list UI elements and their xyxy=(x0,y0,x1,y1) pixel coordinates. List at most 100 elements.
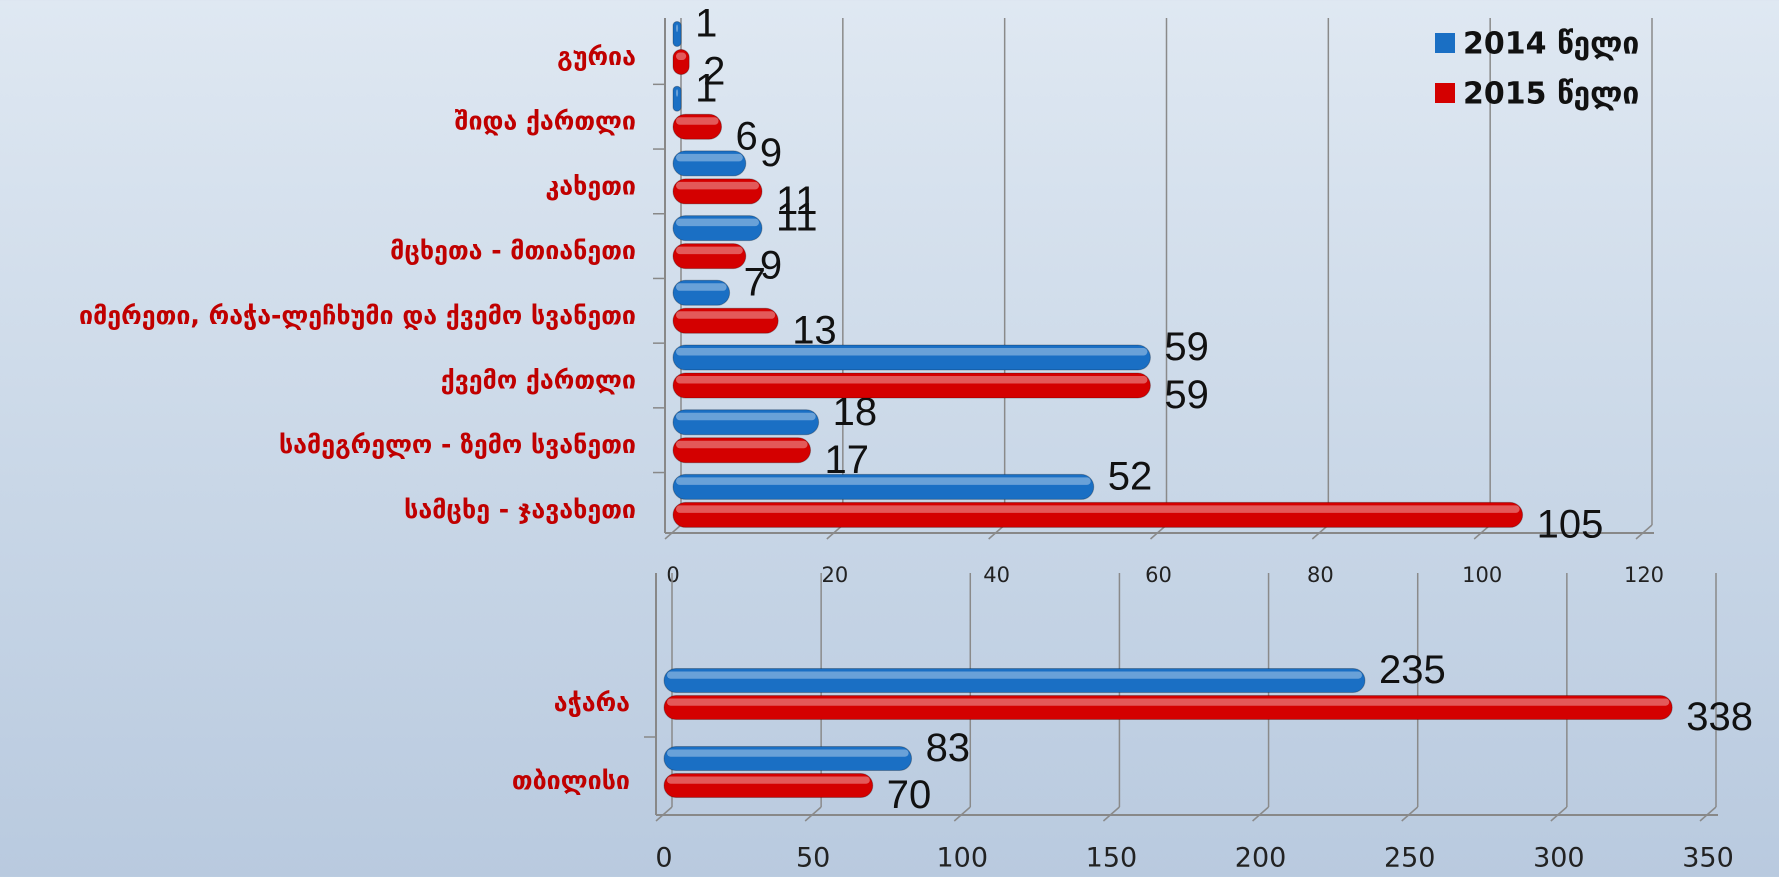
bar xyxy=(672,344,1151,371)
bar-highlight xyxy=(676,440,808,449)
value-label: 2 xyxy=(703,50,725,94)
bar xyxy=(672,21,682,47)
bar-highlight xyxy=(676,348,1148,356)
bar xyxy=(672,243,747,270)
value-label: 338 xyxy=(1686,695,1753,739)
x-tick-label: 350 xyxy=(1682,843,1734,874)
bar-highlight xyxy=(676,376,1148,384)
category-label: იმერეთი, რაჭა-ლეჩხუმი და ქვემო სვანეთი xyxy=(79,301,636,330)
bar-highlight xyxy=(676,181,760,190)
category-label: ქვემო ქართლი xyxy=(441,366,636,395)
value-label: 6 xyxy=(736,114,758,158)
bar xyxy=(672,215,763,242)
bar-highlight xyxy=(676,246,743,255)
x-tick-label: 250 xyxy=(1384,843,1436,874)
bar-highlight xyxy=(676,52,687,60)
bar xyxy=(672,501,1524,528)
tick-mark xyxy=(804,806,822,822)
value-label: 70 xyxy=(887,773,932,817)
x-tick-label: 150 xyxy=(1086,843,1138,874)
bar-highlight xyxy=(676,153,743,162)
value-label: 59 xyxy=(1164,325,1209,369)
bar xyxy=(663,746,913,771)
bar xyxy=(672,113,723,140)
value-label: 1 xyxy=(695,2,717,46)
x-tick-label: 0 xyxy=(666,563,679,587)
value-label: 13 xyxy=(792,308,837,352)
bar xyxy=(672,409,820,436)
x-tick-label: 200 xyxy=(1235,843,1287,874)
legend-swatch xyxy=(1435,83,1455,103)
tick-mark xyxy=(664,524,682,540)
category-label: სამეგრელო - ზემო სვანეთი xyxy=(279,430,636,459)
value-label: 235 xyxy=(1379,648,1446,692)
tick-mark xyxy=(1102,806,1120,822)
legend-label: 2014 წელი xyxy=(1463,27,1639,62)
bar-highlight xyxy=(676,311,776,319)
bar xyxy=(672,150,747,177)
x-tick-label: 60 xyxy=(1145,563,1172,587)
category-label: აჭარა xyxy=(554,688,630,717)
bar-highlight xyxy=(676,477,1091,485)
value-label: 17 xyxy=(825,438,870,482)
legend-swatch xyxy=(1435,33,1455,53)
value-label: 83 xyxy=(926,726,971,770)
value-label: 11 xyxy=(776,179,818,223)
tick-mark xyxy=(655,806,673,822)
x-tick-label: 120 xyxy=(1624,563,1664,587)
category-label: შიდა ქართლი xyxy=(455,107,636,136)
value-label: 9 xyxy=(760,244,782,288)
bar-highlight xyxy=(667,749,909,757)
value-label: 1 xyxy=(695,66,717,110)
bar xyxy=(672,372,1151,399)
value-label: 7 xyxy=(744,260,766,304)
bar xyxy=(672,279,731,306)
tick-mark xyxy=(1699,806,1717,822)
bar-highlight xyxy=(676,117,719,125)
bar xyxy=(672,49,690,75)
bar xyxy=(663,773,874,798)
bar-highlight xyxy=(667,776,870,784)
category-label: სამცხე - ჯავახეთი xyxy=(404,495,636,524)
tick-mark xyxy=(1401,806,1419,822)
category-label: მცხეთა - მთიანეთი xyxy=(390,236,636,265)
tick-mark xyxy=(1252,806,1270,822)
x-tick-label: 80 xyxy=(1307,563,1334,587)
bar-highlight xyxy=(676,24,679,32)
category-label: გურია xyxy=(557,42,636,71)
x-tick-label: 300 xyxy=(1533,843,1585,874)
tick-mark xyxy=(1635,524,1653,540)
x-tick-label: 50 xyxy=(796,843,830,874)
bar-highlight xyxy=(676,283,727,291)
bar xyxy=(672,307,779,334)
bar xyxy=(672,85,682,112)
value-label: 52 xyxy=(1108,454,1153,498)
bar-highlight xyxy=(676,89,679,97)
value-label: 11 xyxy=(776,196,818,240)
bar xyxy=(672,178,763,205)
x-tick-label: 100 xyxy=(937,843,989,874)
x-tick-label: 0 xyxy=(655,843,672,874)
bar xyxy=(663,668,1366,693)
bar xyxy=(672,473,1095,500)
x-tick-label: 40 xyxy=(983,563,1010,587)
bar-highlight xyxy=(676,505,1520,513)
tick-mark xyxy=(1550,806,1568,822)
category-label: თბილისი xyxy=(512,766,630,795)
category-label: კახეთი xyxy=(545,171,636,200)
tick-mark xyxy=(953,806,971,822)
x-tick-label: 100 xyxy=(1462,563,1502,587)
value-label: 9 xyxy=(760,131,782,175)
bar xyxy=(672,437,812,464)
value-label: 59 xyxy=(1164,373,1209,417)
bar-highlight xyxy=(667,698,1670,706)
bar-highlight xyxy=(676,218,760,227)
bar-highlight xyxy=(667,671,1362,679)
legend-label: 2015 წელი xyxy=(1463,77,1639,112)
x-tick-label: 20 xyxy=(821,563,848,587)
value-label: 105 xyxy=(1537,502,1604,546)
bar-highlight xyxy=(676,412,816,421)
bar xyxy=(663,695,1673,720)
